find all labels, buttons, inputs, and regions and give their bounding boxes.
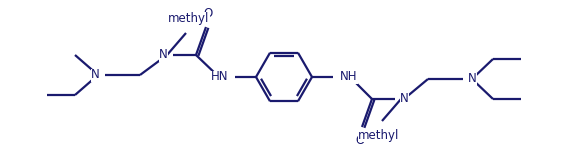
Text: methyl: methyl	[358, 129, 399, 142]
Text: NH: NH	[340, 71, 358, 84]
Text: N: N	[400, 93, 408, 106]
Text: HN: HN	[211, 71, 228, 84]
Text: O: O	[355, 134, 364, 147]
Text: O: O	[203, 7, 212, 20]
Text: N: N	[92, 69, 100, 82]
Text: methyl: methyl	[168, 12, 210, 25]
Text: N: N	[468, 73, 477, 86]
Text: N: N	[159, 49, 168, 62]
